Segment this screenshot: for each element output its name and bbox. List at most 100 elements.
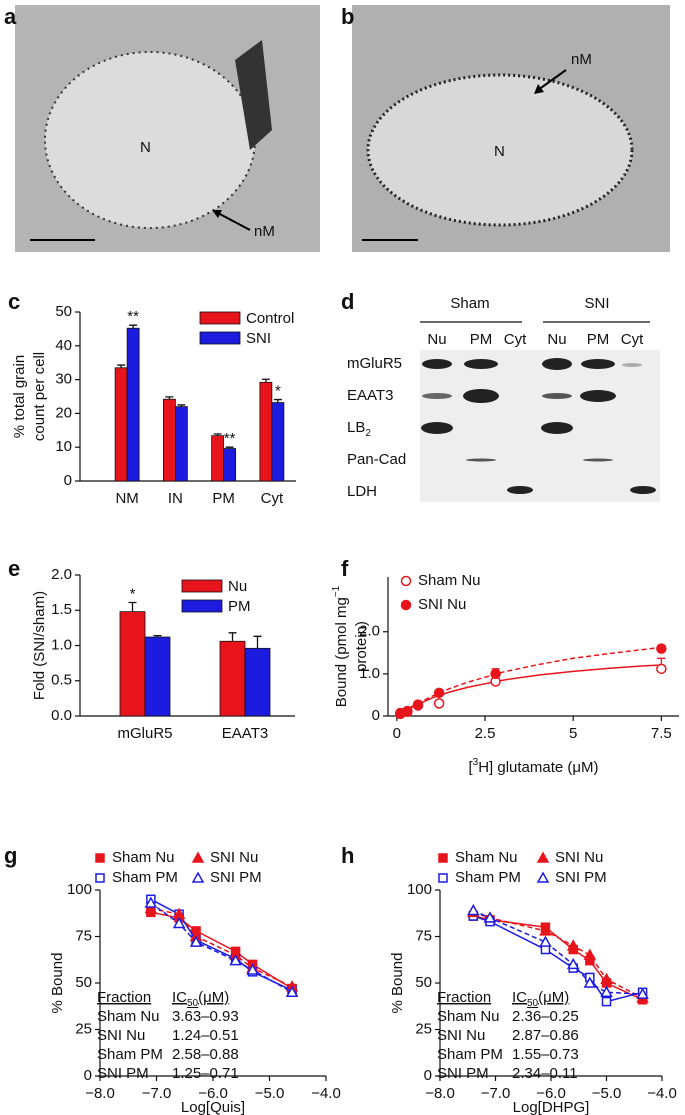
bar	[244, 647, 271, 717]
y-tick-label: 2.0	[359, 623, 380, 640]
x-tick-label: Cyt	[261, 490, 284, 507]
curve	[150, 911, 293, 990]
x-tick-label: −6.0	[198, 1085, 228, 1102]
text-part: H] glutamate (μM)	[478, 759, 598, 776]
table-cell: SNI PM	[97, 1065, 149, 1082]
y-tick-label: 1.0	[359, 665, 380, 682]
panel-label: c	[8, 289, 20, 314]
legend-label: Control	[246, 310, 294, 327]
marker	[600, 972, 613, 985]
x-tick-label: NM	[115, 490, 138, 507]
legend-swatch	[181, 579, 223, 593]
nucleus-label: N	[494, 143, 505, 160]
y-tick-label: 0	[424, 1067, 432, 1084]
marker	[539, 924, 552, 936]
marker	[656, 663, 667, 675]
significance: **	[224, 430, 236, 447]
table-cell: Sham PM	[437, 1046, 503, 1063]
marker	[412, 699, 424, 710]
table-cell: 2.58–0.88	[172, 1046, 239, 1063]
legend-label: PM	[228, 598, 251, 615]
y-tick-label: 75	[415, 927, 432, 944]
text-part: 50	[527, 998, 539, 1009]
text-part: 3	[473, 757, 479, 768]
x-tick-label: 2.5	[475, 725, 496, 742]
marker	[490, 668, 501, 680]
y-tick-label: 0	[84, 1067, 92, 1084]
marker	[246, 963, 259, 975]
marker	[536, 851, 550, 863]
membrane-label: nM	[571, 51, 592, 68]
legend-swatch	[199, 331, 241, 345]
x-tick-label: −4.0	[311, 1085, 341, 1102]
x-axis-label: Log[Quis]	[181, 1099, 245, 1115]
marker	[433, 698, 445, 709]
marker	[400, 575, 412, 587]
error-bar	[261, 378, 270, 383]
marker	[402, 705, 413, 717]
bands	[421, 358, 656, 494]
bar	[219, 640, 246, 717]
x-tick-label: −8.0	[85, 1085, 115, 1102]
table-cell: 2.87–0.86	[512, 1027, 579, 1044]
row-label: LB2	[347, 419, 371, 439]
bar	[119, 611, 146, 717]
table-header: Fraction	[437, 989, 491, 1006]
bar	[144, 636, 171, 717]
marker	[191, 871, 205, 883]
y-tick-label: 100	[407, 881, 432, 898]
x-tick-label: PM	[212, 490, 235, 507]
row-label: mGluR5	[347, 355, 402, 372]
marker	[566, 957, 580, 970]
band	[542, 358, 572, 370]
band	[464, 359, 498, 369]
dark-region	[235, 40, 272, 150]
bar	[114, 367, 128, 482]
bar	[223, 448, 237, 482]
membrane-label: nM	[254, 223, 275, 240]
table-header: Fraction	[97, 989, 151, 1006]
error-bar	[117, 364, 126, 368]
y-tick-label: 0.0	[51, 707, 72, 724]
panel-label: d	[341, 289, 354, 314]
band	[541, 422, 573, 434]
x-tick-label: −6.0	[536, 1085, 566, 1102]
panel-label: b	[341, 4, 354, 29]
y-axis-label: % total grain	[11, 355, 28, 438]
marker	[95, 873, 105, 883]
lane-label: Nu	[547, 331, 566, 348]
marker	[95, 853, 105, 863]
marker	[566, 939, 580, 951]
x-tick-label: −5.0	[255, 1085, 285, 1102]
panel-label: a	[4, 4, 17, 29]
marker	[144, 902, 158, 914]
y-tick-label: 1.5	[51, 601, 72, 618]
band	[421, 422, 453, 434]
error-bar	[128, 601, 137, 612]
table-cell: 1.24–0.51	[172, 1027, 239, 1044]
marker	[144, 896, 158, 908]
y-tick-label: 100	[67, 881, 92, 898]
y-tick-label: 20	[55, 404, 72, 421]
x-axis-label: [3H] glutamate (μM)	[468, 757, 598, 776]
y-tick-label: 2.0	[51, 566, 72, 583]
x-tick-label: −5.0	[592, 1085, 622, 1102]
text-part: 50	[187, 998, 199, 1009]
x-tick-label: −7.0	[481, 1085, 511, 1102]
panel-label: e	[8, 556, 20, 581]
legend-swatch	[181, 599, 223, 613]
table-cell: 1.55–0.73	[512, 1046, 579, 1063]
y-axis-label: % Bound	[49, 953, 66, 1014]
y-tick-label: 50	[415, 974, 432, 991]
bar	[271, 402, 285, 482]
band	[581, 359, 615, 369]
y-axis-label: % Bound	[389, 953, 406, 1014]
marker	[229, 954, 242, 966]
table-cell: SNI Nu	[97, 1027, 145, 1044]
marker	[172, 916, 186, 929]
table-cell: SNI PM	[437, 1065, 489, 1082]
arrow	[537, 69, 567, 91]
arrowhead	[534, 84, 544, 94]
y-tick-label: 25	[75, 1020, 92, 1037]
y-tick-label: 30	[55, 371, 72, 388]
